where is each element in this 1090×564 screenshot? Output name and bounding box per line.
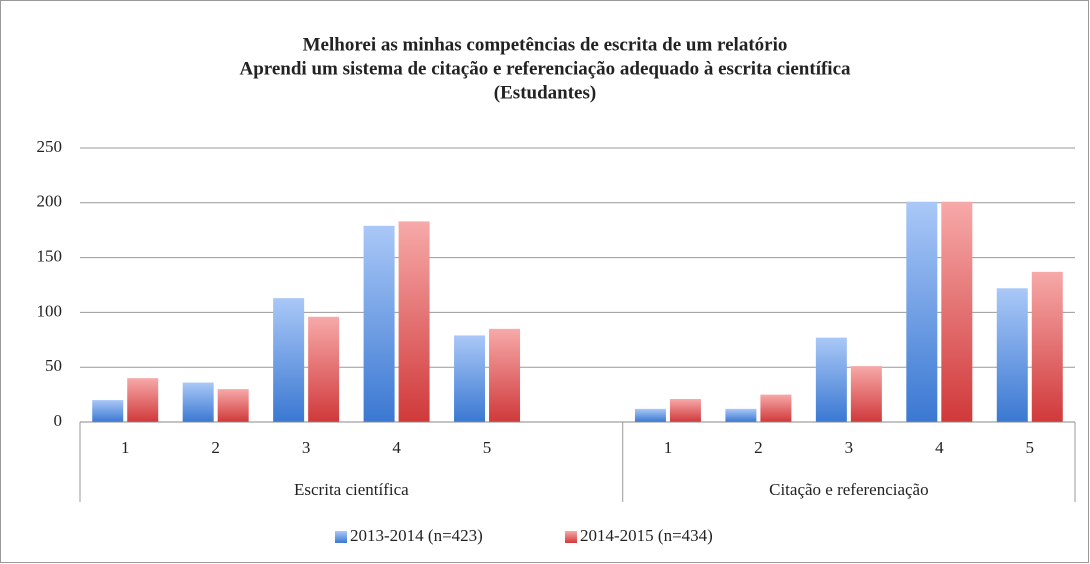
bar [1031, 271, 1063, 422]
x-tick-label: 1 [664, 438, 673, 457]
y-tick-label: 200 [37, 192, 63, 211]
chart-title: Melhorei as minhas competências de escri… [303, 34, 788, 55]
bar [815, 337, 847, 422]
bar [217, 389, 249, 422]
bar [669, 398, 701, 422]
x-tick-label: 2 [211, 438, 220, 457]
group-label: Escrita científica [294, 480, 409, 499]
y-tick-label: 250 [37, 137, 63, 156]
bar [634, 408, 666, 422]
x-tick-label: 3 [302, 438, 311, 457]
bar [273, 298, 305, 422]
legend-label: 2013-2014 (n=423) [350, 526, 483, 545]
bar [363, 225, 395, 422]
bar [182, 382, 214, 422]
x-tick-label: 2 [754, 438, 763, 457]
bar [127, 378, 159, 422]
bar [398, 221, 430, 422]
bar [941, 201, 973, 422]
bar [308, 316, 340, 422]
y-tick-label: 100 [37, 301, 63, 320]
x-tick-label: 1 [121, 438, 130, 457]
bar [760, 394, 792, 422]
legend-swatch [335, 531, 347, 543]
bar [454, 335, 486, 422]
legend-label: 2014-2015 (n=434) [580, 526, 713, 545]
y-tick-label: 50 [45, 356, 62, 375]
legend-swatch [565, 531, 577, 543]
bar [92, 400, 124, 422]
x-tick-label: 3 [845, 438, 854, 457]
group-label: Citação e referenciação [769, 480, 929, 499]
bar [725, 408, 757, 422]
chart-title: (Estudantes) [494, 82, 596, 103]
y-tick-label: 0 [54, 411, 63, 430]
x-tick-label: 4 [392, 438, 401, 457]
bar [850, 366, 882, 422]
x-tick-label: 4 [935, 438, 944, 457]
y-tick-label: 150 [37, 247, 63, 266]
x-tick-label: 5 [1026, 438, 1035, 457]
chart-title: Aprendi um sistema de citação e referenc… [239, 58, 851, 79]
bar [489, 328, 521, 422]
bar [996, 288, 1028, 422]
x-tick-label: 5 [483, 438, 492, 457]
bar [906, 201, 938, 422]
